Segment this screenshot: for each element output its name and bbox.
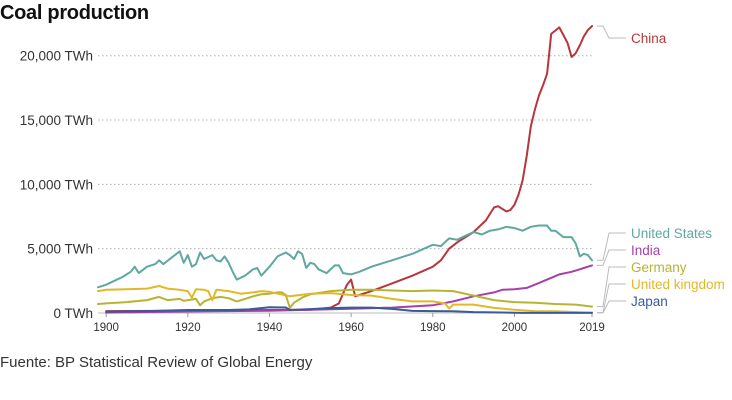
y-tick-label: 10,000 TWh: [20, 177, 93, 192]
series-label-connector: [597, 249, 626, 266]
series-label-germany: Germany: [631, 260, 687, 275]
series-label-india: India: [631, 243, 661, 258]
series-label-connector: [597, 266, 626, 308]
series-line-united-kingdom: [97, 285, 593, 314]
series-label-connector: [597, 25, 626, 39]
chart-title: Coal production: [0, 2, 149, 24]
series-label-japan: Japan: [631, 294, 668, 309]
y-tick-label: 15,000 TWh: [20, 113, 93, 128]
x-tick-label: 2019: [579, 322, 605, 334]
series-lines: [97, 25, 593, 314]
series-line-united-states: [97, 224, 593, 289]
y-tick-label: 0 TWh: [53, 306, 93, 321]
x-tick-label: 2000: [502, 322, 528, 334]
x-tick-label: 1920: [175, 322, 201, 334]
series-label-connector: [597, 283, 626, 314]
series-label-united-kingdom: United kingdom: [631, 277, 725, 292]
series-label-connector: [597, 232, 626, 261]
y-tick-label: 5,000 TWh: [27, 242, 93, 257]
series-line-china: [105, 25, 593, 313]
y-tick-label: 20,000 TWh: [20, 49, 93, 64]
x-tick-label: 1900: [93, 322, 119, 334]
series-line-japan: [105, 306, 593, 314]
series-label-connector: [597, 300, 626, 314]
series-label-united-states: United States: [631, 226, 712, 241]
y-axis-ticks: 0 TWh 5,000 TWh 10,000 TWh 15,000 TWh 20,000…: [20, 49, 93, 321]
series-line-germany: [97, 288, 593, 309]
x-tick-label: 1940: [257, 322, 283, 334]
x-axis-ticks: 1900 1920 1940 1960 1980 2000 2019: [93, 313, 605, 334]
x-tick-label: 1960: [338, 322, 364, 334]
source-note: Fuente: BP Statistical Review of Global …: [0, 354, 313, 371]
series-labels: China United States India Germany United kin…: [597, 25, 725, 314]
series-label-china: China: [631, 31, 667, 46]
x-tick-label: 1980: [420, 322, 446, 334]
